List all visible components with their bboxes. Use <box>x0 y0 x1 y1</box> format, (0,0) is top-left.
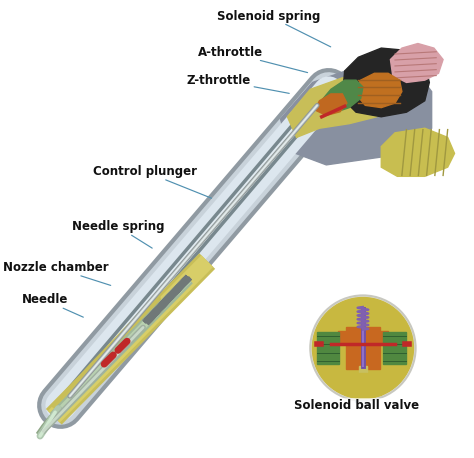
Text: Needle spring: Needle spring <box>72 220 164 248</box>
Bar <box>317 332 339 364</box>
Polygon shape <box>287 76 391 137</box>
Circle shape <box>312 298 413 398</box>
Polygon shape <box>315 94 347 115</box>
Bar <box>383 332 406 364</box>
Text: A-throttle: A-throttle <box>198 46 308 72</box>
Text: Control plunger: Control plunger <box>93 165 211 198</box>
Polygon shape <box>281 62 432 165</box>
Text: Needle: Needle <box>21 294 83 317</box>
Polygon shape <box>391 44 443 82</box>
Polygon shape <box>53 295 162 410</box>
Circle shape <box>310 295 416 401</box>
Bar <box>359 366 366 380</box>
Bar <box>338 331 388 344</box>
Polygon shape <box>342 48 429 117</box>
Text: Solenoid spring: Solenoid spring <box>218 10 331 47</box>
Text: Nozzle chamber: Nozzle chamber <box>3 262 111 285</box>
Wedge shape <box>316 348 410 398</box>
Polygon shape <box>319 80 363 112</box>
Polygon shape <box>381 128 455 176</box>
Text: Z-throttle: Z-throttle <box>187 74 289 93</box>
Bar <box>346 327 380 369</box>
Polygon shape <box>354 73 402 108</box>
Bar <box>345 373 381 396</box>
Polygon shape <box>37 405 63 436</box>
Text: Solenoid ball valve: Solenoid ball valve <box>293 399 419 412</box>
